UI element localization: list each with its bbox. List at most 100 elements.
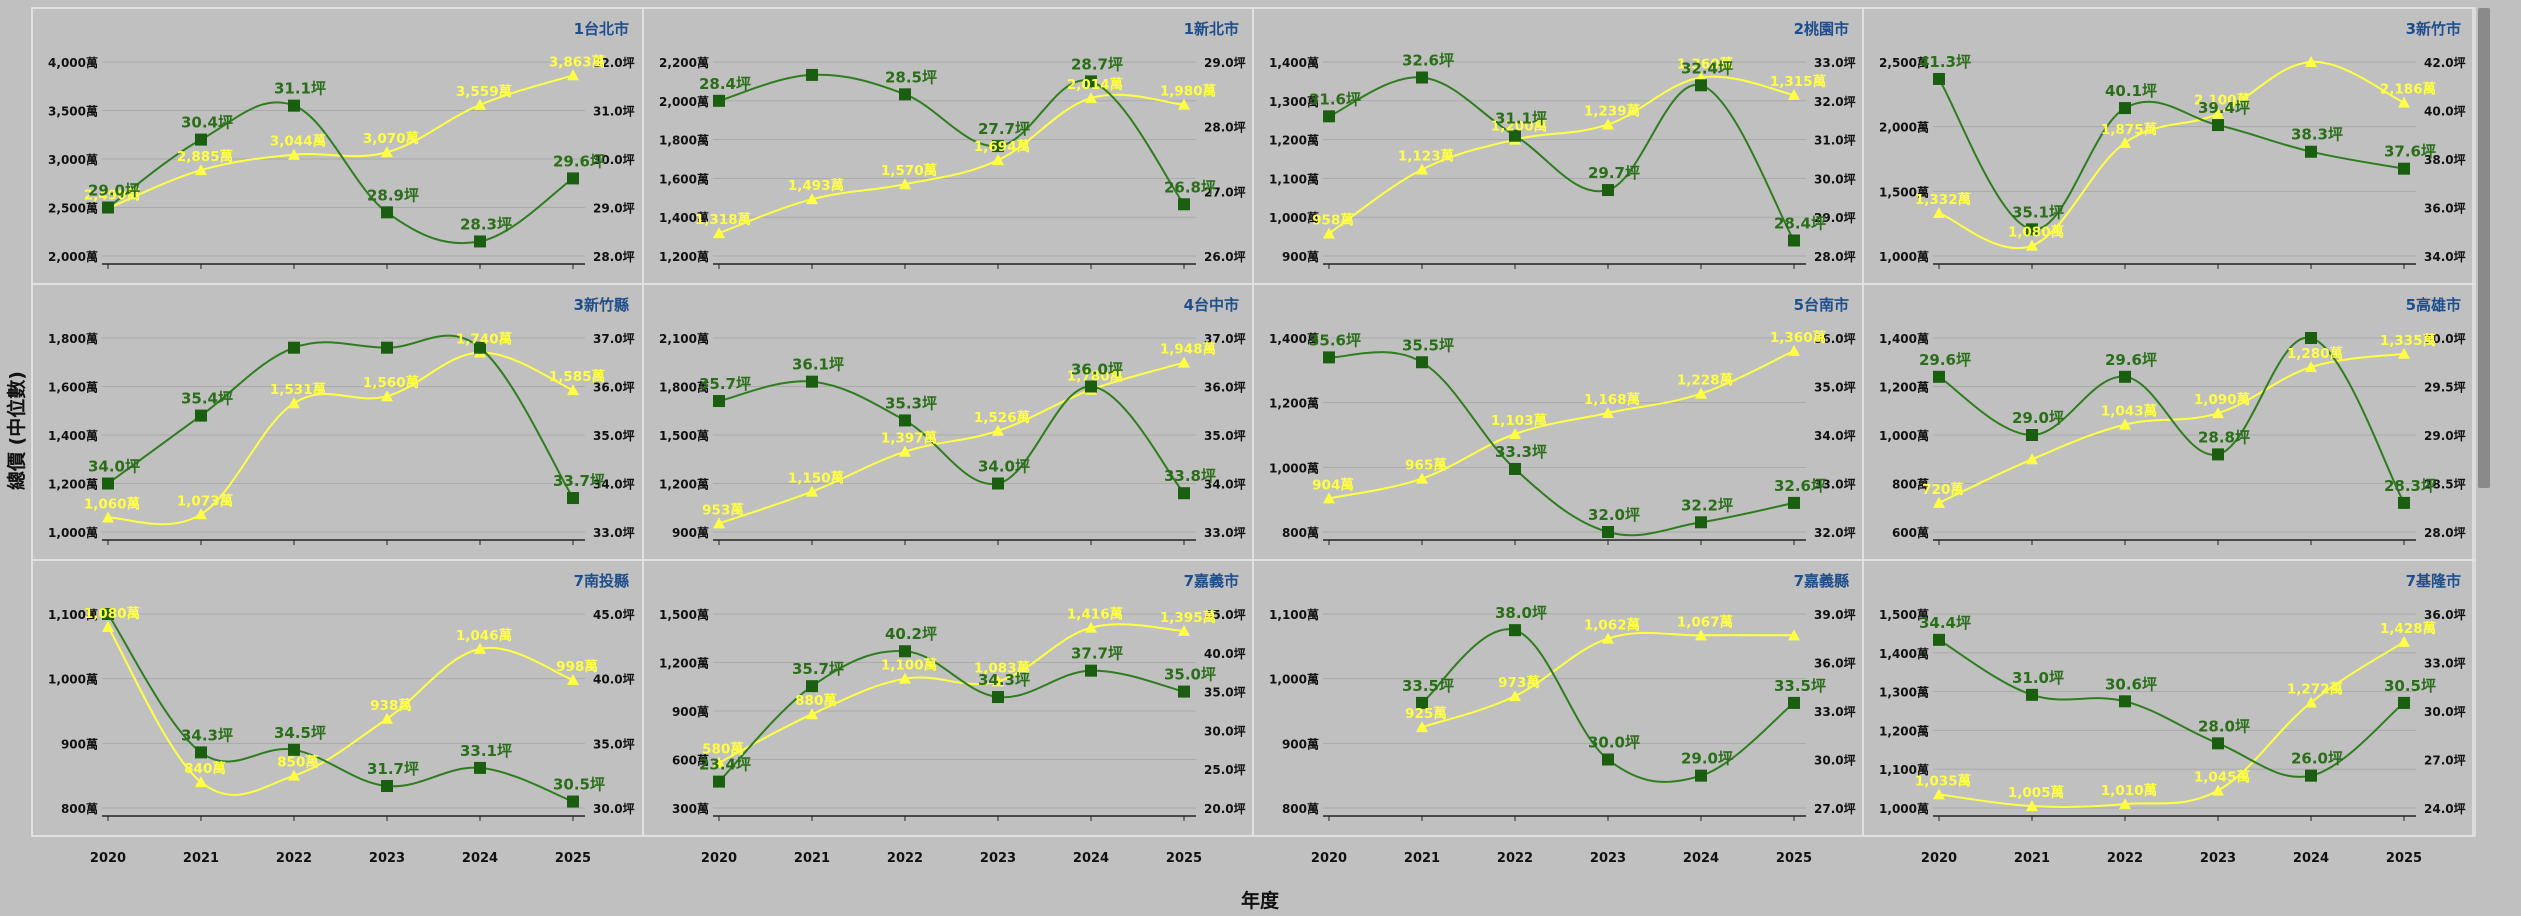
price-marker [2119, 136, 2131, 148]
right-tick-label: 29.0坪 [2424, 429, 2466, 443]
right-tick-label: 27.0坪 [2424, 754, 2466, 768]
right-tick-label: 34.0坪 [593, 478, 635, 492]
left-tick-label: 2,000萬 [48, 249, 98, 264]
area-marker [1416, 356, 1428, 369]
area-data-label: 29.6坪 [553, 152, 605, 170]
price-data-label: 1,005萬 [2008, 784, 2064, 801]
chart-panel-11: 7嘉義縣 800萬 900萬 1,000萬 1,100萬 27.0坪 30.0坪 33.0坪 3… [1252, 559, 1864, 866]
right-tick-label: 36.0坪 [1814, 332, 1856, 346]
price-marker [1602, 632, 1614, 644]
right-tick-label: 35.0坪 [1204, 686, 1246, 700]
price-marker [1085, 621, 1097, 633]
area-data-label: 28.4坪 [1774, 214, 1826, 232]
price-data-label: 958萬 [1312, 211, 1354, 228]
left-tick-label: 1,000萬 [48, 525, 98, 540]
area-marker [1178, 685, 1190, 698]
area-marker [1933, 370, 1945, 383]
area-data-label: 33.5坪 [1402, 677, 1454, 695]
area-data-label: 34.0坪 [978, 458, 1030, 476]
area-data-label: 31.0坪 [2012, 669, 2064, 687]
area-data-label: 35.3坪 [885, 394, 937, 412]
panel-title: 4台中市 [1184, 296, 1239, 314]
right-tick-label: 33.0坪 [1204, 526, 1246, 540]
price-data-label: 1,239萬 [1584, 102, 1640, 119]
area-data-label: 28.8坪 [2198, 428, 2250, 446]
area-marker [1933, 633, 1945, 646]
left-tick-label: 1,400萬 [48, 428, 98, 443]
price-data-label: 1,080萬 [84, 605, 140, 622]
vertical-scrollbar[interactable] [2478, 8, 2490, 488]
price-data-label: 1,200萬 [1491, 118, 1547, 135]
area-data-label: 34.0坪 [88, 458, 140, 476]
price-series-line [718, 93, 1185, 235]
area-data-label: 29.0坪 [1681, 750, 1733, 768]
area-data-label: 26.0坪 [2291, 750, 2343, 768]
left-tick-label: 800萬 [1282, 801, 1319, 816]
area-marker [899, 414, 911, 427]
right-tick-label: 34.0坪 [2424, 250, 2466, 264]
area-marker [1788, 234, 1800, 247]
area-data-label: 41.3坪 [1919, 53, 1971, 71]
area-marker [474, 761, 486, 774]
price-marker [474, 98, 486, 110]
area-marker [195, 133, 207, 146]
price-data-label: 1,045萬 [2194, 769, 2250, 786]
price-marker [2305, 361, 2317, 373]
price-data-label: 953萬 [702, 501, 744, 518]
area-data-label: 30.5坪 [553, 776, 605, 794]
price-marker [2212, 784, 2224, 796]
chart-panel-6: 4台中市 900萬 1,200萬 1,500萬 1,800萬 2,100萬 33.0坪 34.… [642, 283, 1254, 561]
area-marker [567, 795, 579, 808]
right-tick-label: 36.0坪 [2424, 608, 2466, 622]
left-tick-label: 900萬 [1282, 736, 1319, 751]
x-tick-label: 2023 [2200, 851, 2236, 866]
price-marker [2119, 418, 2131, 430]
chart-panel-8: 5高雄市 600萬 800萬 1,000萬 1,200萬 1,400萬 28.0坪 28.5坪… [1862, 283, 2476, 561]
left-tick-label: 1,400萬 [1879, 331, 1929, 346]
area-data-label: 35.5坪 [1402, 336, 1454, 354]
area-marker [102, 608, 114, 620]
area-data-label: 33.8坪 [1164, 467, 1216, 485]
price-data-label: 1,493萬 [788, 177, 844, 194]
area-data-label: 31.1坪 [274, 80, 326, 98]
price-data-label: 1,150萬 [788, 470, 844, 487]
right-tick-label: 40.0坪 [2424, 105, 2466, 119]
right-tick-label: 45.0坪 [593, 608, 635, 622]
x-tick-label: 2020 [1311, 851, 1347, 866]
left-tick-label: 2,200萬 [659, 55, 709, 70]
area-data-label: 28.7坪 [1071, 55, 1123, 73]
area-data-label: 35.7坪 [699, 375, 751, 393]
area-marker [806, 375, 818, 388]
left-tick-label: 1,300萬 [1879, 685, 1929, 700]
panel-border [642, 7, 1254, 285]
price-data-label: 720萬 [1922, 481, 1964, 498]
area-marker [102, 201, 114, 214]
price-data-label: 1,694萬 [974, 138, 1030, 155]
left-tick-label: 1,000萬 [1879, 801, 1929, 816]
price-marker [102, 511, 114, 523]
area-marker [2398, 162, 2410, 175]
price-data-label: 1,360萬 [1770, 329, 1826, 346]
left-tick-label: 300萬 [672, 801, 709, 816]
right-tick-label: 29.0坪 [1814, 211, 1856, 225]
left-tick-label: 1,000萬 [1269, 210, 1319, 225]
price-marker [1933, 207, 1945, 219]
right-tick-label: 30.0坪 [1814, 754, 1856, 768]
left-tick-label: 1,100萬 [1879, 762, 1929, 777]
right-tick-label: 33.0坪 [593, 526, 635, 540]
area-marker [1509, 462, 1521, 475]
area-series-line [718, 650, 1185, 783]
left-tick-label: 900萬 [672, 704, 709, 719]
price-series-line [1938, 60, 2405, 249]
area-data-label: 32.2坪 [1681, 496, 1733, 514]
right-tick-label: 33.0坪 [1814, 705, 1856, 719]
x-tick-label: 2021 [794, 851, 830, 866]
area-marker [381, 780, 393, 793]
area-data-label: 38.3坪 [2291, 126, 2343, 144]
right-tick-label: 45.0坪 [1204, 608, 1246, 622]
panel-border [1862, 283, 2476, 561]
left-tick-label: 1,200萬 [1879, 380, 1929, 395]
left-tick-label: 4,000萬 [48, 55, 98, 70]
price-data-label: 1,100萬 [881, 657, 937, 674]
right-tick-label: 40.0坪 [593, 673, 635, 687]
